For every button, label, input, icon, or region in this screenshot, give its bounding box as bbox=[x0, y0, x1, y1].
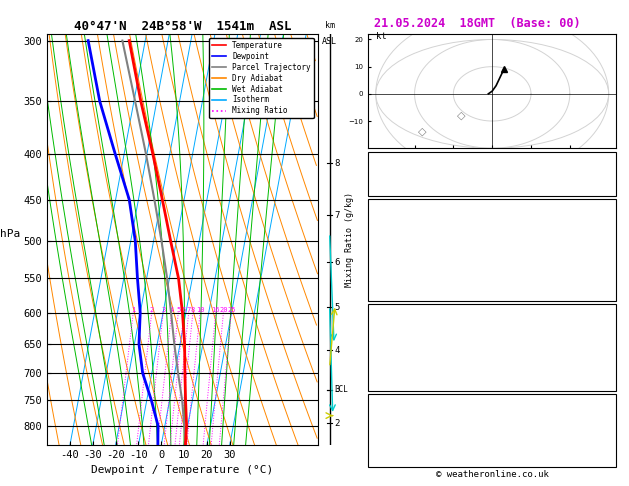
Text: ◇: ◇ bbox=[418, 127, 426, 137]
Text: 6: 6 bbox=[182, 307, 186, 312]
Text: Dewp (°C): Dewp (°C) bbox=[373, 230, 426, 240]
Legend: Temperature, Dewpoint, Parcel Trajectory, Dry Adiabat, Wet Adiabat, Isotherm, Mi: Temperature, Dewpoint, Parcel Trajectory… bbox=[209, 38, 314, 119]
Text: 20: 20 bbox=[219, 307, 228, 312]
Text: Hodograph: Hodograph bbox=[465, 396, 519, 406]
Text: Lifted Index: Lifted Index bbox=[373, 349, 443, 360]
Text: -9999: -9999 bbox=[582, 154, 611, 164]
Text: -9999: -9999 bbox=[582, 169, 611, 179]
Text: θᴄ (K): θᴄ (K) bbox=[373, 335, 408, 345]
Text: 7: 7 bbox=[187, 307, 191, 312]
Text: 0.64: 0.64 bbox=[588, 183, 611, 193]
Text: CAPE (J): CAPE (J) bbox=[373, 274, 420, 284]
Text: 10: 10 bbox=[196, 307, 204, 312]
Text: 0: 0 bbox=[606, 288, 611, 298]
Text: -1.5: -1.5 bbox=[588, 230, 611, 240]
Text: 2: 2 bbox=[150, 307, 154, 312]
Text: PW (cm): PW (cm) bbox=[373, 183, 414, 193]
Text: 846: 846 bbox=[594, 320, 611, 330]
Text: ◇: ◇ bbox=[457, 111, 465, 121]
Text: 0: 0 bbox=[606, 379, 611, 389]
Text: 10: 10 bbox=[599, 454, 611, 465]
Text: K: K bbox=[373, 154, 379, 164]
Text: 4: 4 bbox=[335, 346, 340, 355]
Text: 25: 25 bbox=[227, 307, 235, 312]
Text: StmDir: StmDir bbox=[373, 440, 408, 450]
Text: θᴄ(K): θᴄ(K) bbox=[373, 244, 403, 255]
Text: 19: 19 bbox=[599, 411, 611, 421]
Y-axis label: hPa: hPa bbox=[0, 229, 19, 239]
Title: 40°47'N  24B°58'W  1541m  ASL: 40°47'N 24B°58'W 1541m ASL bbox=[74, 20, 291, 33]
Text: Mixing Ratio (g/kg): Mixing Ratio (g/kg) bbox=[345, 192, 353, 287]
X-axis label: Dewpoint / Temperature (°C): Dewpoint / Temperature (°C) bbox=[91, 465, 274, 475]
Text: 8: 8 bbox=[191, 307, 195, 312]
Text: 1: 1 bbox=[131, 307, 135, 312]
Text: Pressure (mb): Pressure (mb) bbox=[373, 320, 449, 330]
Text: kt: kt bbox=[376, 33, 386, 41]
Text: 309: 309 bbox=[594, 244, 611, 255]
Text: StmSpd (kt): StmSpd (kt) bbox=[373, 454, 438, 465]
Text: 7: 7 bbox=[335, 210, 340, 220]
Text: 356: 356 bbox=[594, 274, 611, 284]
Text: CAPE (J): CAPE (J) bbox=[373, 364, 420, 374]
Text: 10.6: 10.6 bbox=[588, 215, 611, 226]
Text: EH: EH bbox=[373, 411, 385, 421]
Text: 346°: 346° bbox=[588, 440, 611, 450]
Text: 356: 356 bbox=[594, 364, 611, 374]
Text: 6: 6 bbox=[335, 258, 340, 267]
Text: 16: 16 bbox=[211, 307, 220, 312]
Text: -2: -2 bbox=[599, 259, 611, 269]
Text: 27: 27 bbox=[599, 425, 611, 435]
Text: Totals Totals: Totals Totals bbox=[373, 169, 449, 179]
Text: 21.05.2024  18GMT  (Base: 00): 21.05.2024 18GMT (Base: 00) bbox=[374, 17, 581, 30]
Text: 309: 309 bbox=[594, 335, 611, 345]
Text: km: km bbox=[325, 21, 335, 30]
Text: CIN (J): CIN (J) bbox=[373, 379, 414, 389]
Text: CIN (J): CIN (J) bbox=[373, 288, 414, 298]
Text: 5: 5 bbox=[335, 303, 340, 312]
Text: 3: 3 bbox=[161, 307, 165, 312]
Text: 5: 5 bbox=[176, 307, 181, 312]
Text: ASL: ASL bbox=[322, 37, 337, 46]
Text: 3: 3 bbox=[335, 385, 340, 394]
Text: Lifted Index: Lifted Index bbox=[373, 259, 443, 269]
Text: Temp (°C): Temp (°C) bbox=[373, 215, 426, 226]
Text: Most Unstable: Most Unstable bbox=[454, 306, 530, 316]
Text: 4: 4 bbox=[169, 307, 174, 312]
Text: -2: -2 bbox=[599, 349, 611, 360]
Text: Surface: Surface bbox=[472, 201, 513, 211]
Text: © weatheronline.co.uk: © weatheronline.co.uk bbox=[436, 469, 548, 479]
Text: SREH: SREH bbox=[373, 425, 396, 435]
Text: LCL: LCL bbox=[335, 385, 348, 394]
Text: 2: 2 bbox=[335, 418, 340, 428]
Text: 8: 8 bbox=[335, 159, 340, 168]
